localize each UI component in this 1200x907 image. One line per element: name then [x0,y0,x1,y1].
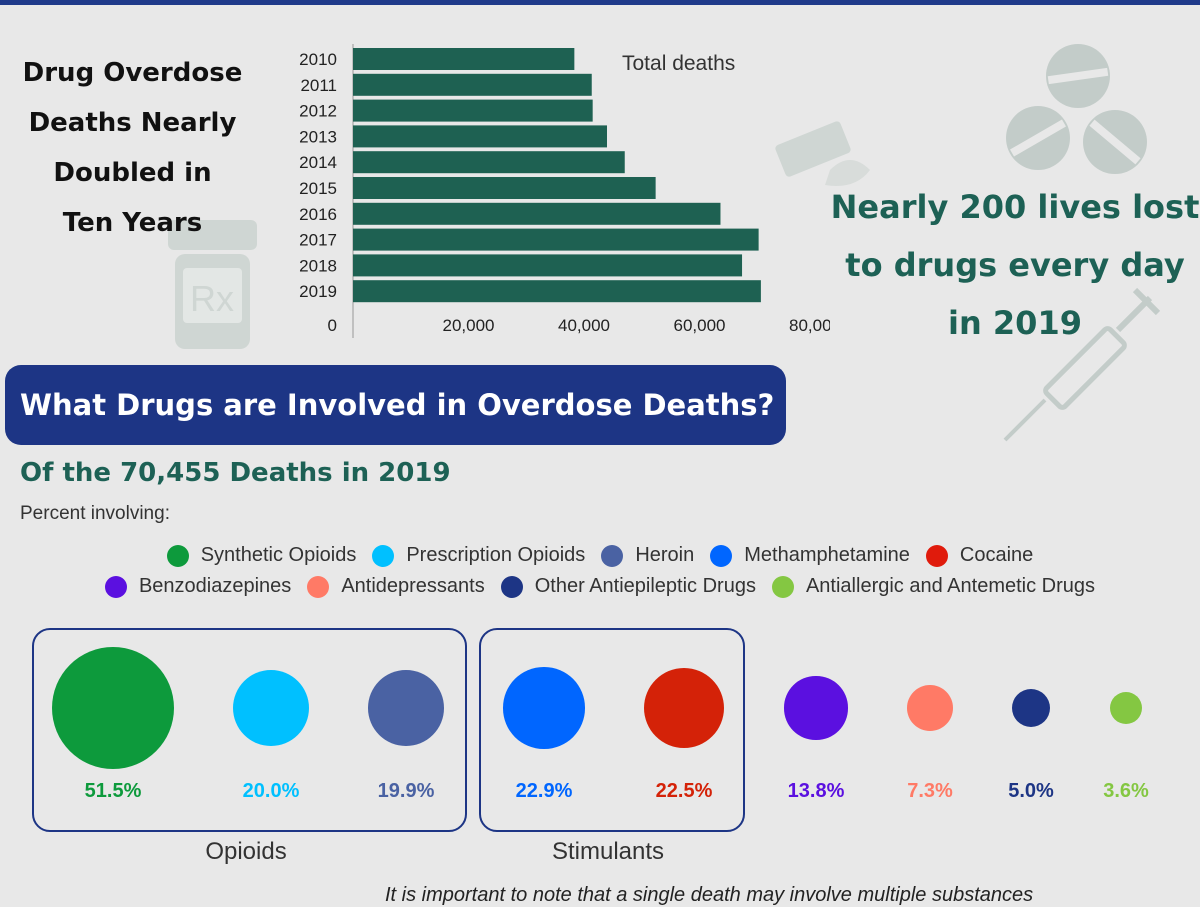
section-banner: What Drugs are Involved in Overdose Deat… [5,365,786,445]
bubble [1109,691,1143,725]
bar [353,125,607,148]
headline-line: Drug Overdose [22,58,243,88]
series-label: Total deaths [622,52,735,75]
y-tick-label: 2010 [299,50,337,69]
bubble [232,669,309,746]
bubble-percent-label: 3.6% [1103,780,1149,802]
percent-note: Percent involving: [20,503,170,524]
bar [353,177,656,199]
legend-swatch [710,544,733,567]
bubble-percent-label: 5.0% [1008,780,1054,802]
headline: Drug Overdose Deaths Nearly Doubled in T… [10,48,255,248]
bar [353,48,575,70]
legend-swatch [104,575,127,598]
legend-row-1: Synthetic Opioids Prescription Opioids Her… [0,544,1200,567]
headline-line: Ten Years [62,208,203,238]
y-tick-label: 2013 [299,127,337,146]
bar [353,151,625,174]
legend-item: Cocaine [925,544,1034,567]
y-tick-label: 2019 [299,282,337,301]
legend-label: Cocaine [959,544,1034,566]
pill-bottle-icon: Rx [168,220,257,349]
legend-label: Synthetic Opioids [200,544,357,566]
legend-swatch [307,575,330,598]
bubble [368,670,444,746]
y-tick-label: 2018 [299,256,337,275]
syringe-icon [1003,287,1160,442]
bar [353,228,759,251]
top-accent-bar [0,0,1200,5]
bar [353,280,761,303]
legend-swatch [771,575,794,598]
bubble-percent-label: 51.5% [84,780,142,802]
stimulants-group-box [479,628,745,832]
legend-swatch [500,575,523,598]
legend-swatch [372,544,395,567]
legend-label: Benzodiazepines [138,575,292,597]
legend-label: Prescription Opioids [406,544,586,566]
legend-item: Heroin [601,544,694,567]
bubble-percent-label: 22.5% [655,780,713,802]
bubble-percent-label: 20.0% [242,780,300,802]
y-tick-label: 2012 [299,102,337,121]
x-tick-label: 20,000 [443,316,495,335]
y-tick-label: 2016 [299,205,337,224]
y-tick-label: 2011 [300,76,337,95]
legend-label: Methamphetamine [744,544,910,566]
overdose-deaths-bar-chart: 2010 2011 2012 2013 2014 2015 2016 2017 2018 2019… [299,44,830,338]
bar [353,202,721,225]
y-tick-label: 2015 [299,179,337,198]
bar [353,254,743,277]
legend-swatch [601,544,624,567]
rx-label: Rx [190,278,234,319]
deaths-subhead: Of the 70,455 Deaths in 2019 [20,458,451,488]
bar [353,99,593,122]
legend-item: Methamphetamine [710,544,910,567]
legend-swatch [925,544,948,567]
bubble [907,685,953,731]
bubble [503,667,585,749]
opioids-group-label: Opioids [205,838,287,865]
y-tick-label: 2017 [299,231,337,250]
pills-icon [1006,44,1147,174]
legend-label: Heroin [635,544,695,566]
x-tick-label: 40,000 [558,316,610,335]
legend-label: Other Antiepileptic Drugs [534,575,756,597]
callout-text: Nearly 200 lives lost to drugs every day… [830,178,1200,352]
legend-item: Other Antiepileptic Drugs [500,575,756,598]
bubble [784,676,848,740]
bubble-percent-label: 13.8% [787,780,845,802]
legend-item: Antiallergic and Antemetic Drugs [771,575,1096,598]
bar [353,73,592,96]
legend-item: Benzodiazepines [104,575,292,598]
legend-item: Synthetic Opioids [166,544,357,567]
legend-item: Prescription Opioids [372,544,585,567]
headline-line: Doubled in [53,158,212,188]
legend-row-2: Benzodiazepines Antidepressants Other Anti… [0,575,1200,598]
bubble [52,647,174,769]
stimulants-group-label: Stimulants [551,838,665,865]
opioids-group-box [32,628,467,832]
legend-swatch [166,544,189,567]
footnote: It is important to note that a single de… [385,884,1034,906]
callout-line: in 2019 [948,304,1082,342]
legend-item: Antidepressants [307,575,485,598]
x-tick-label: 60,000 [674,316,726,335]
callout-line: Nearly 200 lives lost [830,188,1200,226]
bubble-percent-label: 22.9% [515,780,573,802]
y-tick-label: 2014 [299,153,337,172]
bubble [1011,688,1050,727]
x-tick-label: 0 [328,316,337,335]
x-tick-label: 80,000 [789,316,830,335]
headline-line: Deaths Nearly [28,108,237,138]
legend-label: Antiallergic and Antemetic Drugs [805,575,1096,597]
bubble-percent-label: 19.9% [377,780,435,802]
razor-blade-icon [775,121,870,186]
bubble-percent-label: 7.3% [907,780,953,802]
bubble [643,667,725,749]
callout-line: to drugs every day [845,246,1185,284]
legend-label: Antidepressants [341,575,485,597]
